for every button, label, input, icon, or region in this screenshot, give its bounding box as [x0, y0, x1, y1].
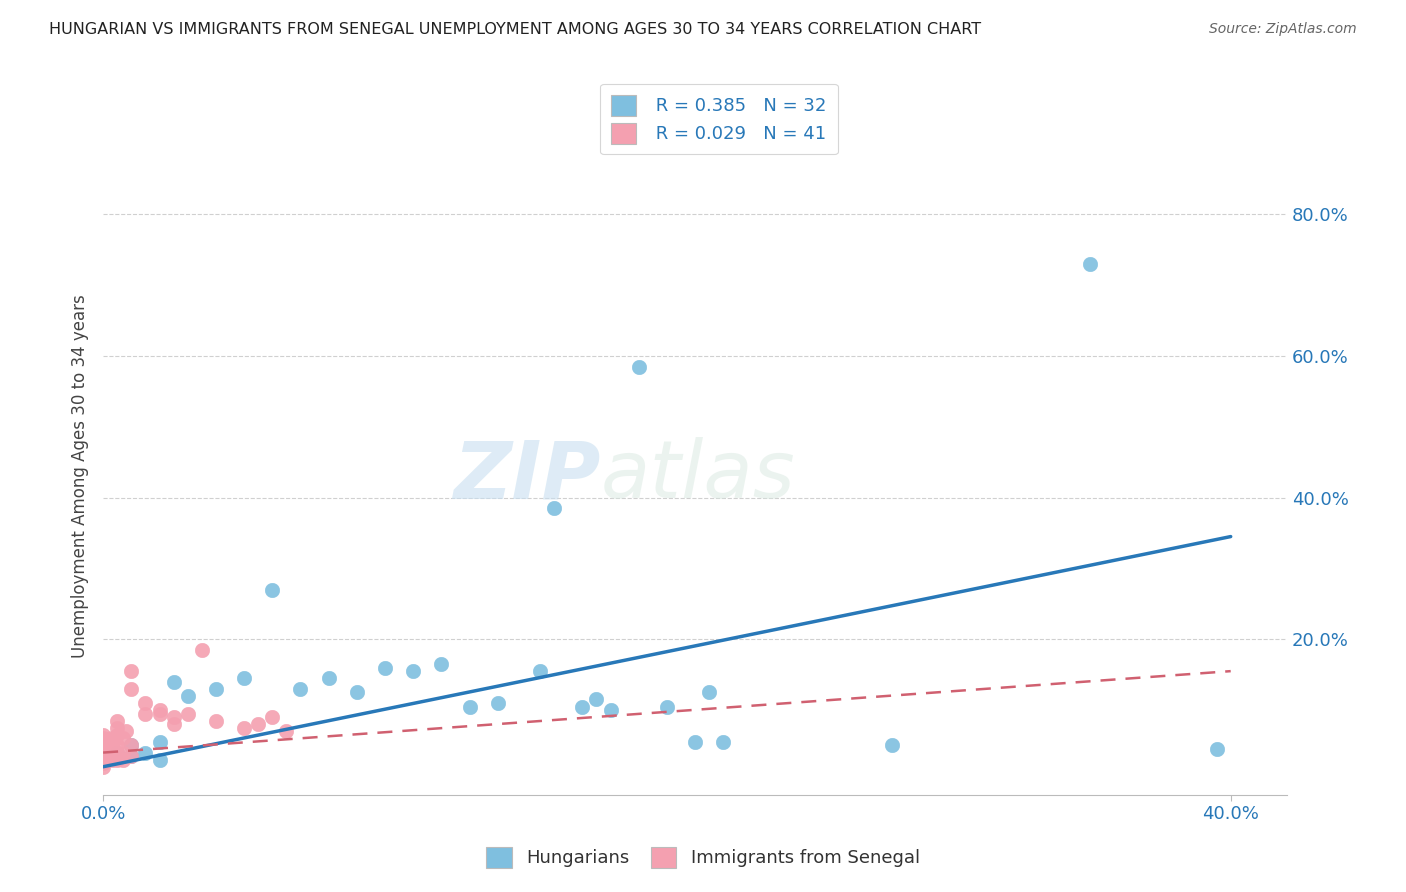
- Point: [91, 742, 114, 756]
- Point: [529, 664, 551, 678]
- Point: [697, 685, 720, 699]
- Point: [111, 746, 134, 760]
- Point: [247, 717, 270, 731]
- Text: HUNGARIAN VS IMMIGRANTS FROM SENEGAL UNEMPLOYMENT AMONG AGES 30 TO 34 YEARS CORR: HUNGARIAN VS IMMIGRANTS FROM SENEGAL UNE…: [49, 22, 981, 37]
- Point: [176, 706, 198, 721]
- Point: [91, 746, 114, 760]
- Point: [134, 706, 156, 721]
- Point: [111, 753, 134, 767]
- Point: [120, 749, 142, 764]
- Point: [346, 685, 368, 699]
- Point: [120, 739, 142, 753]
- Point: [105, 728, 128, 742]
- Point: [233, 671, 256, 685]
- Point: [233, 721, 256, 735]
- Legend:  R = 0.385   N = 32,  R = 0.029   N = 41: R = 0.385 N = 32, R = 0.029 N = 41: [600, 84, 838, 154]
- Point: [1205, 742, 1227, 756]
- Point: [91, 749, 114, 764]
- Point: [882, 739, 904, 753]
- Point: [120, 664, 142, 678]
- Point: [134, 696, 156, 710]
- Point: [1078, 257, 1101, 271]
- Point: [91, 728, 114, 742]
- Y-axis label: Unemployment Among Ages 30 to 34 years: Unemployment Among Ages 30 to 34 years: [72, 294, 89, 658]
- Point: [571, 699, 593, 714]
- Point: [148, 735, 170, 749]
- Legend: Hungarians, Immigrants from Senegal: Hungarians, Immigrants from Senegal: [475, 836, 931, 879]
- Point: [262, 710, 284, 724]
- Point: [120, 681, 142, 696]
- Point: [100, 753, 122, 767]
- Point: [148, 753, 170, 767]
- Point: [655, 699, 678, 714]
- Point: [176, 689, 198, 703]
- Point: [120, 739, 142, 753]
- Point: [120, 749, 142, 764]
- Point: [148, 706, 170, 721]
- Point: [100, 739, 122, 753]
- Point: [430, 657, 453, 671]
- Point: [105, 746, 128, 760]
- Point: [105, 746, 128, 760]
- Point: [91, 753, 114, 767]
- Point: [105, 721, 128, 735]
- Point: [105, 714, 128, 728]
- Point: [91, 756, 114, 771]
- Point: [290, 681, 312, 696]
- Point: [627, 359, 650, 374]
- Text: atlas: atlas: [600, 437, 796, 516]
- Point: [458, 699, 481, 714]
- Point: [599, 703, 621, 717]
- Point: [91, 760, 114, 774]
- Point: [91, 731, 114, 746]
- Point: [162, 717, 184, 731]
- Point: [100, 731, 122, 746]
- Text: ZIP: ZIP: [453, 437, 600, 516]
- Point: [276, 724, 298, 739]
- Point: [162, 710, 184, 724]
- Point: [262, 582, 284, 597]
- Point: [318, 671, 340, 685]
- Point: [711, 735, 734, 749]
- Point: [543, 501, 565, 516]
- Point: [114, 724, 136, 739]
- Point: [191, 643, 214, 657]
- Point: [486, 696, 509, 710]
- Point: [205, 714, 228, 728]
- Point: [134, 746, 156, 760]
- Point: [100, 746, 122, 760]
- Point: [105, 739, 128, 753]
- Point: [374, 660, 396, 674]
- Point: [105, 753, 128, 767]
- Point: [205, 681, 228, 696]
- Point: [111, 731, 134, 746]
- Point: [91, 735, 114, 749]
- Point: [148, 703, 170, 717]
- Point: [402, 664, 425, 678]
- Point: [91, 739, 114, 753]
- Point: [683, 735, 706, 749]
- Point: [585, 692, 607, 706]
- Text: Source: ZipAtlas.com: Source: ZipAtlas.com: [1209, 22, 1357, 37]
- Point: [162, 674, 184, 689]
